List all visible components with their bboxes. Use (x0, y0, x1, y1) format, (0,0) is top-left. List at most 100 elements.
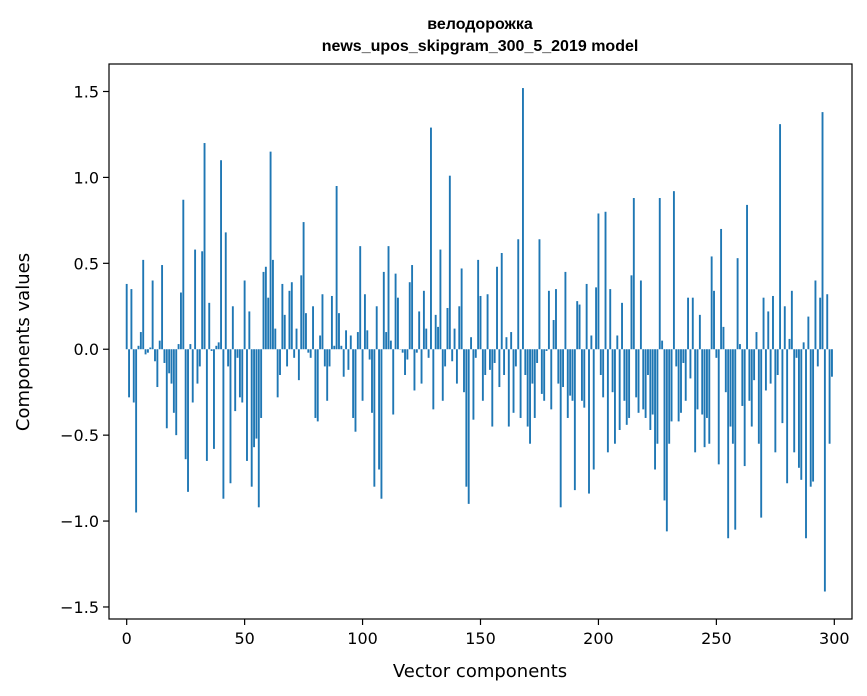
bar-130 (432, 349, 435, 410)
bar-63 (274, 328, 277, 350)
bar-221 (647, 349, 649, 375)
bar-97 (354, 349, 357, 432)
bar-171 (529, 349, 531, 444)
bar-292 (814, 280, 817, 350)
bar-209 (618, 349, 621, 430)
bar-122 (413, 349, 416, 391)
bar-67 (283, 314, 286, 350)
bar-96 (352, 349, 355, 418)
bar-293 (816, 349, 819, 367)
bar-288 (805, 349, 807, 539)
chart-subtitle: news_upos_skipgram_300_5_2019 model (322, 38, 639, 55)
bar-100 (361, 349, 364, 401)
bar-157 (496, 266, 498, 350)
bar-152 (484, 349, 487, 375)
bar-144 (465, 349, 468, 487)
bar-10 (149, 347, 152, 350)
bar-280 (786, 349, 789, 484)
bar-59 (264, 266, 267, 350)
bar-40 (220, 160, 222, 350)
bar-178 (545, 349, 548, 351)
bar-290 (809, 349, 812, 487)
bar-33 (203, 143, 206, 350)
y-tick-label-2: −0.5 (60, 426, 99, 445)
bar-299 (831, 349, 833, 377)
bar-249 (713, 290, 715, 350)
bar-35 (208, 302, 211, 350)
bar-48 (238, 349, 241, 398)
bar-201 (599, 349, 602, 375)
bar-225 (656, 349, 659, 444)
bar-241 (694, 349, 697, 453)
bar-222 (649, 349, 652, 430)
bar-265 (750, 349, 753, 427)
bar-51 (246, 349, 248, 461)
bar-72 (295, 328, 298, 350)
bar-102 (366, 330, 369, 350)
bar-5 (137, 345, 140, 350)
bar-65 (279, 349, 281, 375)
x-tick-label-200: 200 (583, 629, 614, 648)
bar-98 (356, 332, 359, 350)
bar-128 (427, 349, 430, 358)
bar-261 (741, 349, 744, 406)
bar-62 (271, 259, 274, 350)
bar-269 (760, 349, 763, 518)
bar-282 (790, 290, 793, 350)
bar-244 (701, 349, 704, 415)
bar-57 (260, 349, 263, 418)
bar-83 (321, 294, 324, 350)
bar-154 (488, 349, 491, 370)
bar-7 (142, 259, 145, 350)
x-tick-label-100: 100 (347, 629, 378, 648)
bar-11 (151, 280, 154, 350)
bar-146 (470, 337, 473, 350)
bar-153 (486, 294, 489, 350)
bar-142 (460, 268, 463, 350)
bar-235 (680, 349, 682, 413)
bar-124 (418, 311, 421, 350)
bar-267 (755, 332, 758, 350)
bar-125 (420, 349, 423, 384)
bar-287 (802, 342, 805, 350)
bar-111 (387, 246, 390, 350)
x-tick-label-50: 50 (234, 629, 254, 648)
bar-173 (533, 349, 536, 418)
bar-24 (182, 199, 185, 350)
bar-236 (682, 349, 685, 363)
bar-143 (463, 349, 465, 393)
bar-172 (531, 349, 534, 384)
bar-109 (382, 271, 385, 350)
bar-27 (189, 344, 192, 350)
bar-202 (602, 349, 605, 398)
bar-6 (139, 332, 142, 350)
bar-73 (297, 349, 300, 381)
bar-296 (823, 349, 826, 592)
bar-215 (632, 198, 635, 350)
bar-224 (654, 349, 656, 470)
bar-297 (826, 294, 829, 350)
bar-258 (734, 349, 737, 530)
bar-94 (347, 349, 350, 370)
bar-270 (762, 297, 765, 350)
bar-228 (663, 349, 666, 501)
bar-193 (580, 349, 583, 401)
bar-119 (406, 349, 409, 360)
bar-188 (569, 349, 572, 396)
bar-89 (335, 186, 338, 350)
bar-268 (757, 349, 760, 444)
bar-238 (687, 297, 690, 350)
bar-245 (703, 349, 706, 448)
bar-79 (312, 306, 314, 350)
bar-31 (198, 349, 201, 367)
bar-266 (753, 349, 756, 381)
bar-76 (305, 313, 307, 350)
bar-204 (606, 349, 609, 453)
x-tick-label-0: 0 (122, 629, 132, 648)
y-tick-label-4: 0.5 (74, 254, 99, 273)
bar-81 (316, 349, 319, 422)
bar-271 (764, 349, 767, 391)
bar-126 (422, 290, 425, 350)
bar-217 (637, 349, 640, 413)
